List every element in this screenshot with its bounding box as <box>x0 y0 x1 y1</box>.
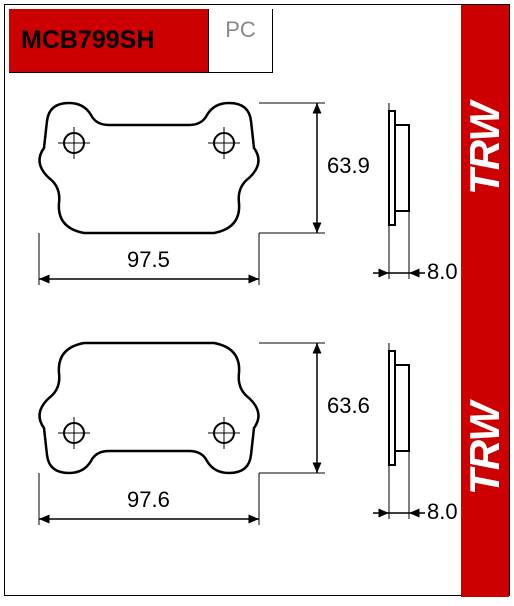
label-bottom-width: 97.6 <box>127 487 170 513</box>
pad-bottom-side <box>389 343 409 519</box>
pad-bottom-front <box>40 343 259 473</box>
label-top-width: 97.5 <box>127 247 170 273</box>
pad-top-front <box>40 103 259 233</box>
part-number: MCB799SH <box>21 26 154 55</box>
outer-frame: MCB799SH PC TRW TRW <box>4 4 510 596</box>
type-code: PC <box>225 17 256 43</box>
dim-bottom-height <box>259 343 325 473</box>
label-bottom-thickness: 8.0 <box>427 499 458 525</box>
part-number-box: MCB799SH <box>9 9 209 73</box>
brand-logo-1: TRW <box>461 49 509 249</box>
type-code-box: PC <box>209 9 273 73</box>
label-bottom-height: 63.6 <box>327 393 370 419</box>
drawing-svg <box>9 73 467 601</box>
label-top-height: 63.9 <box>327 153 370 179</box>
label-top-thickness: 8.0 <box>427 259 458 285</box>
brand-strip: TRW TRW <box>461 5 509 597</box>
header-row: MCB799SH PC <box>9 9 273 73</box>
dim-top-height <box>259 103 325 233</box>
technical-drawing: 63.9 97.5 8.0 63.6 97.6 8.0 <box>9 73 467 601</box>
brand-logo-2: TRW <box>461 349 509 549</box>
pad-top-side <box>389 103 409 279</box>
